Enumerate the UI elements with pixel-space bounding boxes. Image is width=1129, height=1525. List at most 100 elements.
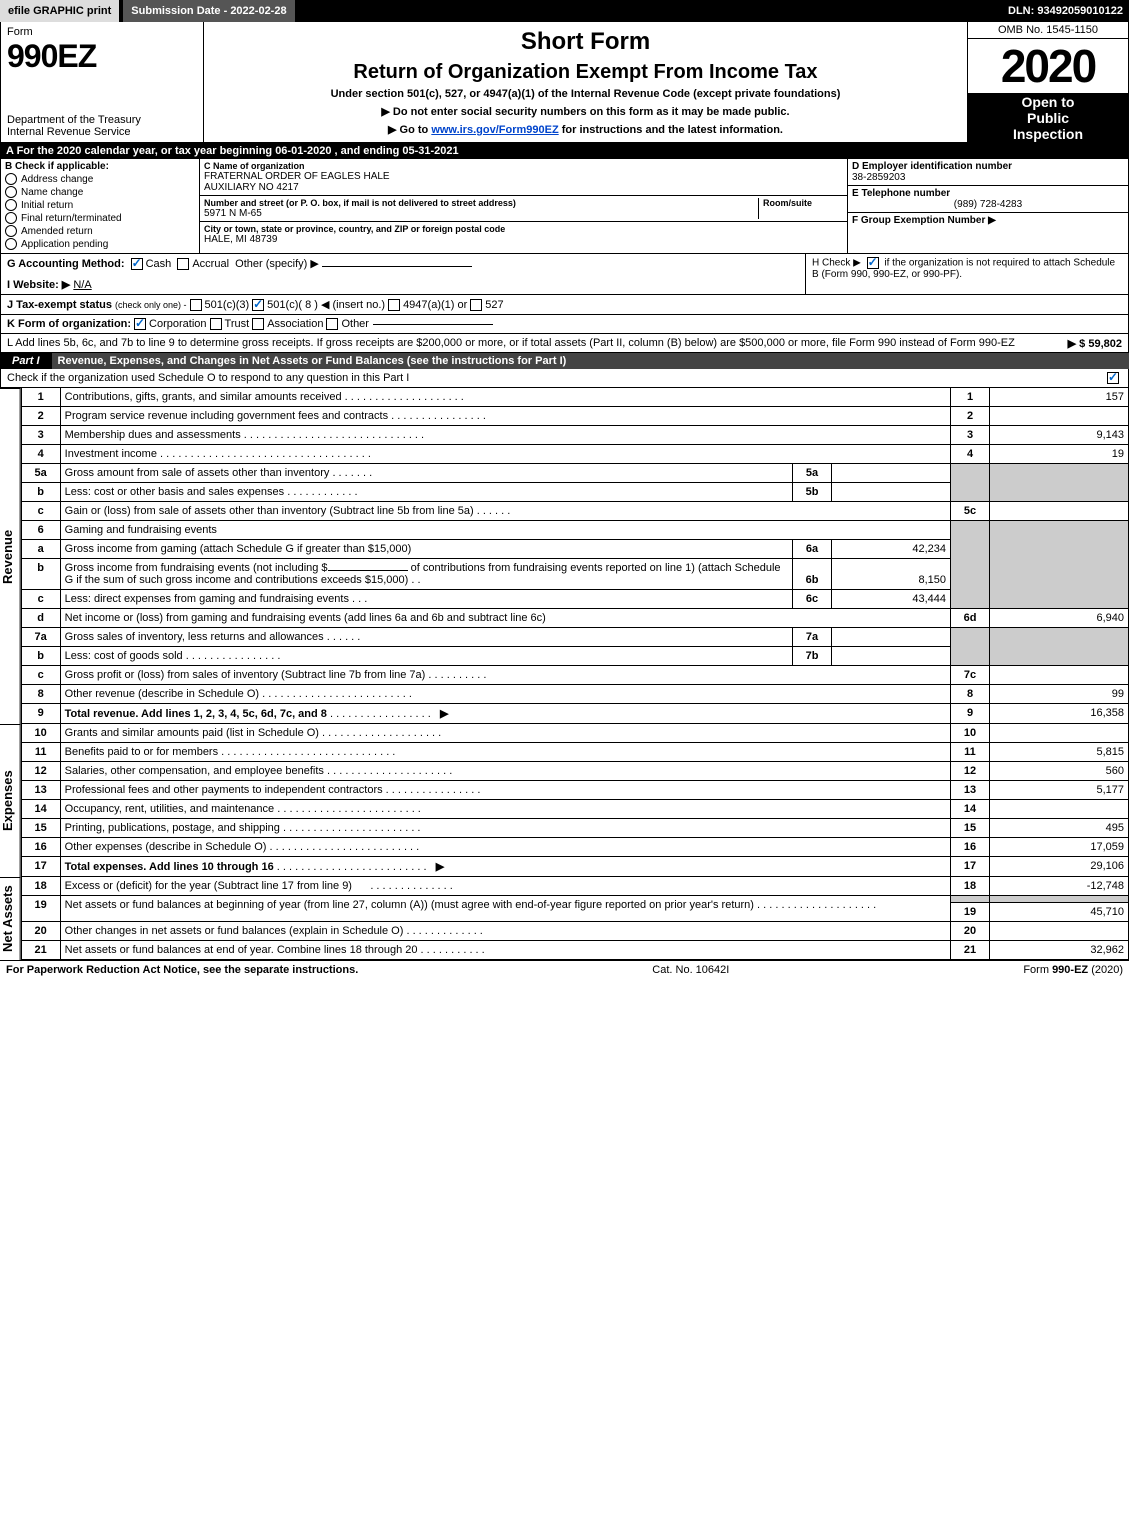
l20-amt [990,922,1129,941]
dept-irs: Internal Revenue Service [7,126,197,138]
chk-501c[interactable] [252,299,264,311]
part1-title: Revenue, Expenses, and Changes in Net As… [52,353,1129,369]
l7c-desc: Gross profit or (loss) from sales of inv… [65,669,426,681]
l7b-num: b [21,647,60,666]
l10-ln: 10 [951,724,990,743]
footer-mid: Cat. No. 10642I [652,964,729,976]
org-city: HALE, MI 48739 [204,234,843,245]
l20-desc: Other changes in net assets or fund bala… [65,925,404,937]
tel-value: (989) 728-4283 [852,199,1124,210]
l14-desc: Occupancy, rent, utilities, and maintena… [65,803,275,815]
k-label: K Form of organization: [7,318,131,330]
l1-amt: 157 [990,388,1129,407]
revenue-table: 1Contributions, gifts, grants, and simil… [21,388,1129,724]
lbl-4947: 4947(a)(1) or [403,299,467,311]
chk-address[interactable] [5,173,17,185]
lbl-501c3: 501(c)(3) [205,299,250,311]
l5a-subv [832,464,951,483]
l7a-desc: Gross sales of inventory, less returns a… [65,631,324,643]
chk-accrual[interactable] [177,258,189,270]
chk-pending[interactable] [5,238,17,250]
l5a-desc: Gross amount from sale of assets other t… [65,467,330,479]
l-text: L Add lines 5b, 6c, and 7b to line 9 to … [7,337,1015,349]
l6a-desc: Gross income from gaming (attach Schedul… [60,540,792,559]
chk-trust[interactable] [210,318,222,330]
lbl-trust: Trust [225,318,250,330]
lbl-pending: Application pending [21,239,108,250]
l17-ln: 17 [951,857,990,877]
part1-label: Part I [0,353,52,369]
l3-amt: 9,143 [990,426,1129,445]
chk-assoc[interactable] [252,318,264,330]
l5b-num: b [21,483,60,502]
open-line1: Open to [968,94,1128,110]
form-word: Form [7,26,197,38]
chk-other[interactable] [326,318,338,330]
org-name-label: C Name of organization [204,161,843,171]
chk-501c3[interactable] [190,299,202,311]
ein-label: D Employer identification number [852,161,1124,172]
l6d-amt: 6,940 [990,609,1129,628]
expenses-vlabel: Expenses [0,724,21,877]
submission-date: Submission Date - 2022-02-28 [123,0,294,22]
l8-ln: 8 [951,685,990,704]
l11-amt: 5,815 [990,743,1129,762]
form-id-block: Form 990EZ Department of the Treasury In… [1,22,204,142]
chk-final[interactable] [5,212,17,224]
return-title: Return of Organization Exempt From Incom… [212,61,959,84]
chk-name[interactable] [5,186,17,198]
chk-corp[interactable] [134,318,146,330]
l6b-subv: 8,150 [832,559,951,590]
l18-amt: -12,748 [990,877,1129,896]
l3-ln: 3 [951,426,990,445]
l13-ln: 13 [951,781,990,800]
org-name-1: FRATERNAL ORDER OF EAGLES HALE [204,171,843,182]
l21-desc: Net assets or fund balances at end of ye… [65,944,418,956]
part1-check-row: Check if the organization used Schedule … [0,369,1129,388]
chk-527[interactable] [470,299,482,311]
revenue-section: Revenue 1Contributions, gifts, grants, a… [0,388,1129,724]
l-amount: ▶ $ 59,802 [1068,337,1122,350]
chk-part1-o[interactable] [1107,372,1119,384]
chk-h[interactable] [867,257,879,269]
goto-pre: ▶ Go to [388,124,431,136]
l1-desc: Contributions, gifts, grants, and simila… [65,391,342,403]
chk-amended[interactable] [5,225,17,237]
l3-num: 3 [21,426,60,445]
subtitle: Under section 501(c), 527, or 4947(a)(1)… [212,88,959,100]
l11-num: 11 [21,743,60,762]
l19-desc: Net assets or fund balances at beginning… [65,899,754,911]
netassets-table: 18Excess or (deficit) for the year (Subt… [21,877,1129,960]
l6c-desc: Less: direct expenses from gaming and fu… [65,593,349,605]
chk-4947[interactable] [388,299,400,311]
chk-cash[interactable] [131,258,143,270]
dept-treasury: Department of the Treasury [7,114,197,126]
l16-desc: Other expenses (describe in Schedule O) [65,841,267,853]
efile-print-button[interactable]: efile GRAPHIC print [0,0,119,22]
l13-desc: Professional fees and other payments to … [65,784,383,796]
chk-initial[interactable] [5,199,17,211]
website-value: N/A [73,279,91,291]
expenses-section: Expenses 10Grants and similar amounts pa… [0,724,1129,877]
lbl-cash: Cash [146,258,172,270]
goto-post: for instructions and the latest informat… [559,124,783,136]
l5c-num: c [21,502,60,521]
l-row: L Add lines 5b, 6c, and 7b to line 9 to … [0,334,1129,353]
irs-link[interactable]: www.irs.gov/Form990EZ [431,124,558,136]
l17-desc: Total expenses. Add lines 10 through 16 [65,861,274,873]
lbl-initial: Initial return [21,200,73,211]
tax-year: 2020 [968,39,1128,94]
j-sub: (check only one) - [115,300,187,310]
l14-amt [990,800,1129,819]
l12-num: 12 [21,762,60,781]
l7c-ln: 7c [951,666,990,685]
open-line2: Public [968,110,1128,126]
l6b-desc1: Gross income from fundraising events (no… [65,562,328,574]
l8-amt: 99 [990,685,1129,704]
netassets-vlabel: Net Assets [0,877,21,960]
l12-ln: 12 [951,762,990,781]
l9-ln: 9 [951,704,990,724]
addr-label: Number and street (or P. O. box, if mail… [204,198,758,208]
lbl-address: Address change [21,174,93,185]
l7b-desc: Less: cost of goods sold [65,650,183,662]
